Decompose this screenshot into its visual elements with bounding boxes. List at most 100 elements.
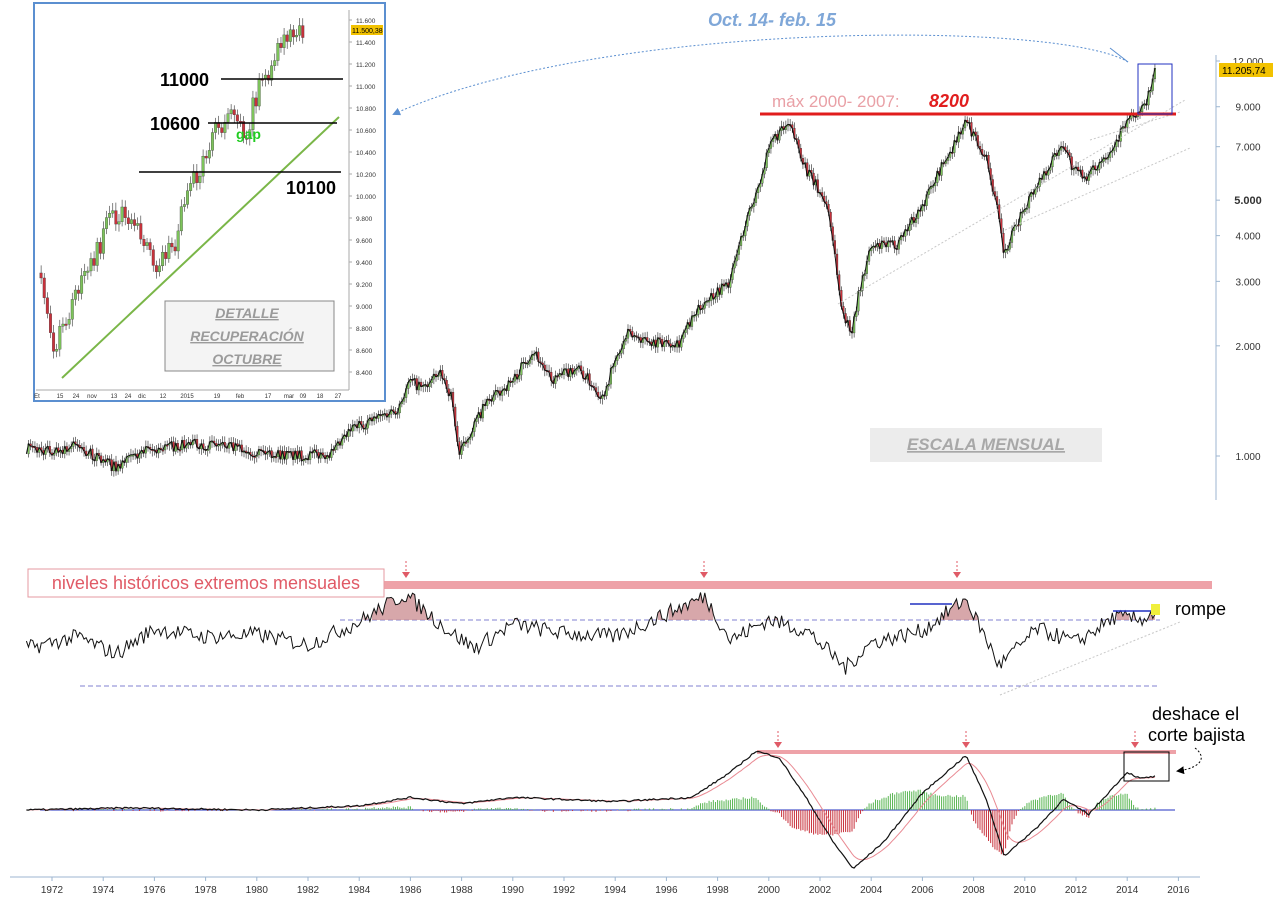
x-tick-label: 2006	[911, 885, 934, 896]
x-tick-label: 1980	[246, 885, 269, 896]
inset-y-tick-label: 10.400	[356, 150, 376, 157]
oscillator-label: niveles históricos extremos mensuales	[52, 573, 360, 593]
inset-y-tick-label: 9.200	[356, 282, 373, 289]
price-series-line	[25, 68, 1156, 473]
inset-y-tick-label: 11.000	[356, 84, 376, 91]
inset-candle	[270, 65, 274, 81]
oscillator-extreme-fills	[363, 592, 1155, 620]
inset-y-tick-label: 8.800	[356, 326, 373, 333]
inset-candle	[64, 323, 68, 326]
inset-candle	[42, 277, 46, 298]
inset-candle	[142, 238, 146, 246]
support-trendline-1	[837, 99, 1186, 305]
inset-candle	[295, 35, 298, 38]
inset-last-price-tag	[351, 25, 383, 35]
inset-x-axis: Et 15 24 nov 13 24 dic 12 2015 19 feb 17 mar 09 18 27	[34, 394, 342, 400]
inset-y-tick-label: 9.600	[356, 238, 373, 245]
inset-y-tick-label: 10.800	[356, 106, 376, 113]
inset-y-tick-label: 9.800	[356, 216, 373, 223]
oscillator-trendline	[999, 621, 1181, 696]
inset-candle	[86, 270, 90, 273]
price-tick-label: 1.000	[1235, 452, 1260, 463]
price-tick-label: 7.000	[1235, 143, 1260, 154]
inset-candle	[229, 109, 233, 114]
inset-title-line-3: OCTUBRE	[212, 351, 282, 367]
inset-x-tick-label: 15	[57, 394, 64, 400]
scale-label: ESCALA MENSUAL	[907, 435, 1065, 454]
period-annotation-arrow	[392, 34, 1129, 116]
inset-candle	[114, 210, 118, 225]
inset-candle	[245, 137, 249, 140]
inset-candle	[111, 210, 115, 214]
price-tick-label: 12.000	[1233, 57, 1264, 68]
macd-line	[26, 750, 1156, 869]
extreme-level-band	[382, 581, 1212, 589]
inset-last-price-label: 11.500,38	[352, 28, 383, 35]
oscillator-extreme-fill	[668, 592, 714, 620]
macd-note-arrow	[1176, 747, 1202, 775]
inset-candle	[273, 60, 277, 66]
price-y-axis: 12.000 9.000 7.000 5.000 4.000 3.000 2.000 1.00…	[1216, 57, 1264, 463]
inset-candle	[80, 275, 84, 294]
inset-x-tick-label: 2015	[180, 394, 194, 400]
x-tick-label: 1982	[297, 885, 320, 896]
inset-y-axis: 11.600 11.400 11.200 11.000 10.800 10.600 10.4…	[349, 18, 376, 377]
inset-detail-chart: 11.600 11.400 11.200 11.000 10.800 10.600 10.4…	[33, 2, 386, 402]
inset-candle	[45, 297, 49, 314]
oscillator-peak-arrows	[402, 561, 961, 578]
inset-candle	[210, 132, 214, 151]
inset-candle	[204, 155, 208, 159]
inset-candle	[55, 349, 59, 352]
inset-candle	[67, 319, 71, 325]
inset-candle	[254, 97, 258, 107]
inset-candle	[251, 97, 255, 130]
x-tick-label: 2014	[1116, 885, 1139, 896]
inset-candle	[220, 127, 224, 133]
inset-candle	[195, 171, 199, 183]
inset-candle	[282, 34, 286, 48]
inset-x-tick-label: 24	[73, 394, 80, 400]
inset-candle	[95, 242, 99, 266]
inset-candle	[192, 171, 196, 184]
inset-candle	[108, 213, 112, 218]
inset-y-tick-label: 8.400	[356, 370, 373, 377]
level-11000-label: 11000	[160, 70, 209, 90]
inset-candle	[279, 43, 283, 48]
inset-title-line-2: RECUPERACIÓN	[190, 327, 304, 344]
inset-x-tick-label: Et	[34, 394, 40, 400]
inset-candle	[207, 150, 211, 159]
x-tick-label: 1990	[502, 885, 525, 896]
inset-candle	[136, 223, 140, 226]
scale-label-box	[870, 428, 1102, 462]
inset-candle	[298, 25, 302, 36]
inset-candle	[49, 313, 52, 333]
oscillator-panel: niveles históricos extremos mensuales ro…	[25, 561, 1226, 696]
recent-range-box	[1137, 63, 1173, 115]
level-10600-label: 10600	[150, 114, 200, 134]
breakout-label: rompe	[1175, 599, 1226, 619]
inset-candle	[129, 219, 133, 224]
inset-candle	[148, 242, 152, 250]
last-price-tag	[1219, 63, 1273, 77]
x-tick-label: 2002	[809, 885, 832, 896]
inset-candle	[164, 252, 168, 259]
inset-candle	[186, 190, 189, 205]
macd-note-line2: corte bajista	[1148, 725, 1246, 745]
inset-candle	[154, 265, 158, 273]
price-panel: 12.000 9.000 7.000 5.000 4.000 3.000 2.000 1.00…	[25, 10, 1273, 500]
price-tick-label: 9.000	[1235, 103, 1260, 114]
oscillator-line	[25, 592, 1156, 675]
inset-candle	[267, 74, 270, 81]
inset-candle	[301, 25, 305, 38]
inset-y-tick-label: 9.000	[356, 304, 373, 311]
macd-signal-line	[26, 754, 1155, 861]
x-tick-label: 2016	[1167, 885, 1190, 896]
inset-candle	[73, 289, 77, 300]
inset-x-tick-label: 09	[300, 394, 307, 400]
level-10100-label: 10100	[286, 178, 336, 198]
inset-y-tick-label: 10.200	[356, 172, 376, 179]
inset-candle	[120, 206, 124, 222]
oscillator-label-box	[27, 568, 385, 598]
inset-candle	[285, 34, 289, 42]
inset-candle	[288, 29, 292, 42]
